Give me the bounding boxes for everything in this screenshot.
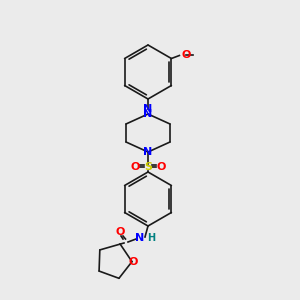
Text: N: N <box>143 147 153 157</box>
Text: O: O <box>130 162 140 172</box>
Text: O: O <box>115 227 125 237</box>
Text: O: O <box>128 256 138 267</box>
Text: O: O <box>182 50 191 59</box>
Text: O: O <box>156 162 166 172</box>
Text: S: S <box>144 162 152 172</box>
Text: N: N <box>143 104 153 114</box>
Text: H: H <box>147 233 155 243</box>
Text: N: N <box>143 109 153 119</box>
Text: N: N <box>135 233 145 243</box>
